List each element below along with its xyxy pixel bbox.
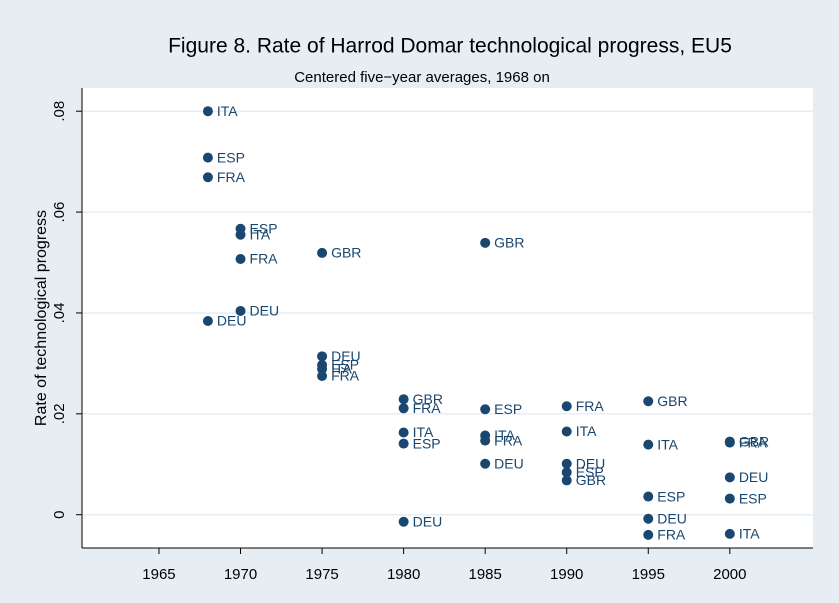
point xyxy=(235,253,246,264)
point-label: FRA xyxy=(494,432,523,448)
point-label: DEU xyxy=(739,469,769,485)
point xyxy=(643,439,654,450)
point-label: DEU xyxy=(331,348,361,364)
point-label: FRA xyxy=(576,398,605,414)
point xyxy=(235,229,246,240)
point-label: ITA xyxy=(657,436,678,452)
point-label: ESP xyxy=(331,357,359,373)
point xyxy=(398,516,409,527)
point-label: GBR xyxy=(657,393,687,409)
point-label: DEU xyxy=(413,513,443,529)
point xyxy=(724,493,735,504)
point xyxy=(643,396,654,407)
point xyxy=(202,152,213,163)
point-label: ITA xyxy=(494,427,515,443)
x-tick-label: 1990 xyxy=(550,566,583,583)
point-label: GBR xyxy=(494,235,524,251)
point-label: ESP xyxy=(657,488,685,504)
point-label: ITA xyxy=(250,226,271,242)
point xyxy=(643,491,654,502)
x-tick-label: 1980 xyxy=(387,566,420,583)
point xyxy=(724,528,735,539)
point-label: ITA xyxy=(331,361,352,377)
point-label: ESP xyxy=(576,464,604,480)
point xyxy=(480,404,491,415)
point xyxy=(317,247,328,258)
point xyxy=(561,467,572,478)
point xyxy=(398,438,409,449)
point-label: FRA xyxy=(331,368,360,384)
point xyxy=(561,475,572,486)
y-axis-label: Rate of technological progress xyxy=(33,210,50,426)
point-label: FRA xyxy=(250,251,279,267)
point-label: FRA xyxy=(657,527,686,543)
point-label: ITA xyxy=(739,526,760,542)
y-tick-label: .06 xyxy=(51,202,68,223)
point xyxy=(317,371,328,382)
x-tick-label: 2000 xyxy=(713,566,746,583)
point-label: ITA xyxy=(217,103,238,119)
point xyxy=(643,529,654,540)
point-label: DEU xyxy=(494,455,524,471)
point xyxy=(202,106,213,117)
chart-subtitle: Centered five−year averages, 1968 on xyxy=(294,69,550,86)
point xyxy=(235,305,246,316)
point xyxy=(480,435,491,446)
point-label: GBR xyxy=(739,433,769,449)
point-label: ITA xyxy=(576,423,597,439)
point-label: ESP xyxy=(494,401,522,417)
point-label: GBR xyxy=(331,245,361,261)
point xyxy=(398,427,409,438)
plot-area xyxy=(82,88,813,548)
x-tick-label: 1995 xyxy=(632,566,665,583)
point-label: GBR xyxy=(413,391,443,407)
point xyxy=(317,363,328,374)
x-tick-label: 1965 xyxy=(142,566,175,583)
point xyxy=(724,437,735,448)
point xyxy=(561,401,572,412)
point-label: ESP xyxy=(739,490,767,506)
point xyxy=(480,458,491,469)
x-tick-label: 1985 xyxy=(468,566,501,583)
point-label: ESP xyxy=(413,435,441,451)
point-label: ITA xyxy=(413,424,434,440)
point-label: DEU xyxy=(576,455,606,471)
point-label: ESP xyxy=(217,149,245,165)
point xyxy=(561,458,572,469)
point-label: DEU xyxy=(657,510,687,526)
point-label: ESP xyxy=(250,220,278,236)
point xyxy=(202,172,213,183)
point-label: DEU xyxy=(250,303,280,319)
point xyxy=(561,426,572,437)
point-label: FRA xyxy=(739,434,768,450)
point-label: DEU xyxy=(217,313,247,329)
point xyxy=(643,513,654,524)
y-tick-label: 0 xyxy=(51,511,68,519)
point-label: GBR xyxy=(576,472,606,488)
point-label: FRA xyxy=(413,400,442,416)
y-tick-label: .02 xyxy=(51,403,68,424)
chart-title: Figure 8. Rate of Harrod Domar technolog… xyxy=(168,35,732,58)
x-tick-label: 1975 xyxy=(305,566,338,583)
point xyxy=(724,472,735,483)
point xyxy=(398,403,409,414)
point xyxy=(480,237,491,248)
y-tick-label: .04 xyxy=(51,303,68,324)
point xyxy=(398,394,409,405)
x-tick-label: 1970 xyxy=(224,566,257,583)
point xyxy=(202,316,213,327)
y-tick-label: .08 xyxy=(51,101,68,122)
point xyxy=(317,351,328,362)
point-label: FRA xyxy=(217,169,246,185)
